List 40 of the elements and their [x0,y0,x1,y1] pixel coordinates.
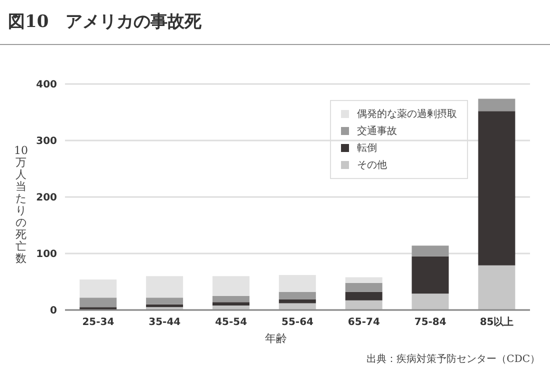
x-tick-label: 65-74 [348,317,380,328]
y-tick-label: 400 [36,80,58,91]
bar [146,276,184,298]
bar [278,292,316,300]
x-tick-label: 35-44 [148,317,181,328]
x-axis-title: 年齢 [265,331,287,346]
bar [80,279,117,298]
y-tick-label: 0 [50,306,58,317]
x-tick-label: 75-84 [414,317,446,328]
bar [345,277,382,283]
bar [478,111,516,266]
legend-label: 交通事故 [357,124,397,138]
legend-label: 転倒 [357,142,377,155]
x-tick-label: 25-34 [82,317,114,328]
x-tick-label: 45-54 [215,317,248,328]
bar [478,98,516,112]
y-tick-label: 100 [36,249,58,260]
bar [412,246,449,256]
bar [478,265,516,310]
bar [212,276,250,296]
bar [278,303,316,310]
legend-label: その他 [357,159,387,172]
bar [80,298,117,308]
bar [146,298,184,304]
bar [345,282,382,292]
x-tick-label: 55-64 [282,317,314,328]
x-tick-label: 85以上 [480,316,514,328]
legend-label: 偶発的な薬の過剰摂取 [357,108,457,121]
bar [212,302,250,306]
text: 10万人当たりの死亡数 [14,144,28,265]
bar [212,296,250,302]
bar [412,294,449,310]
chart-title: 図10 アメリカの事故死 [8,11,202,33]
bar [278,274,316,292]
bar [345,300,382,310]
bar [412,256,449,294]
source-note: 出典：疾病対策予防センター（CDC） [366,352,540,366]
y-tick-label: 200 [36,192,58,204]
y-tick-label: 300 [36,136,58,148]
bar [345,292,382,300]
